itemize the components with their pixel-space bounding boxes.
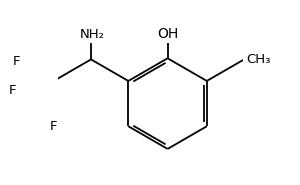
Text: F: F bbox=[50, 120, 58, 133]
Text: F: F bbox=[9, 84, 16, 97]
Text: OH: OH bbox=[157, 27, 178, 41]
Text: F: F bbox=[13, 55, 20, 68]
Text: CH₃: CH₃ bbox=[246, 53, 270, 66]
Text: NH₂: NH₂ bbox=[80, 28, 104, 41]
